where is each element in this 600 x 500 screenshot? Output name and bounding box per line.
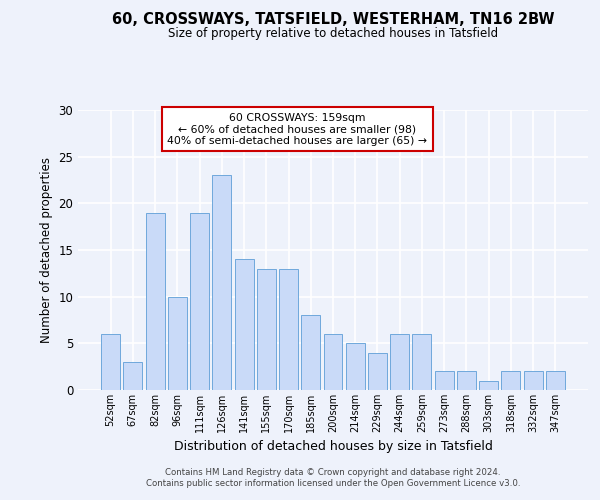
Bar — [479, 380, 498, 390]
Bar — [146, 212, 164, 390]
Bar — [412, 334, 431, 390]
Bar — [546, 372, 565, 390]
Y-axis label: Number of detached properties: Number of detached properties — [40, 157, 53, 343]
Bar — [390, 334, 409, 390]
Bar — [168, 296, 187, 390]
Bar — [457, 372, 476, 390]
Bar — [190, 212, 209, 390]
Bar — [301, 316, 320, 390]
Bar — [368, 352, 387, 390]
Bar — [124, 362, 142, 390]
Bar — [101, 334, 120, 390]
X-axis label: Distribution of detached houses by size in Tatsfield: Distribution of detached houses by size … — [173, 440, 493, 454]
Bar — [235, 260, 254, 390]
Text: Size of property relative to detached houses in Tatsfield: Size of property relative to detached ho… — [168, 28, 498, 40]
Bar — [257, 268, 276, 390]
Text: Contains HM Land Registry data © Crown copyright and database right 2024.
Contai: Contains HM Land Registry data © Crown c… — [146, 468, 520, 487]
Bar — [323, 334, 343, 390]
Bar — [524, 372, 542, 390]
Bar — [502, 372, 520, 390]
Bar — [346, 344, 365, 390]
Bar — [435, 372, 454, 390]
Bar — [279, 268, 298, 390]
Bar — [212, 176, 231, 390]
Text: 60, CROSSWAYS, TATSFIELD, WESTERHAM, TN16 2BW: 60, CROSSWAYS, TATSFIELD, WESTERHAM, TN1… — [112, 12, 554, 28]
Text: 60 CROSSWAYS: 159sqm
← 60% of detached houses are smaller (98)
40% of semi-detac: 60 CROSSWAYS: 159sqm ← 60% of detached h… — [167, 113, 427, 146]
